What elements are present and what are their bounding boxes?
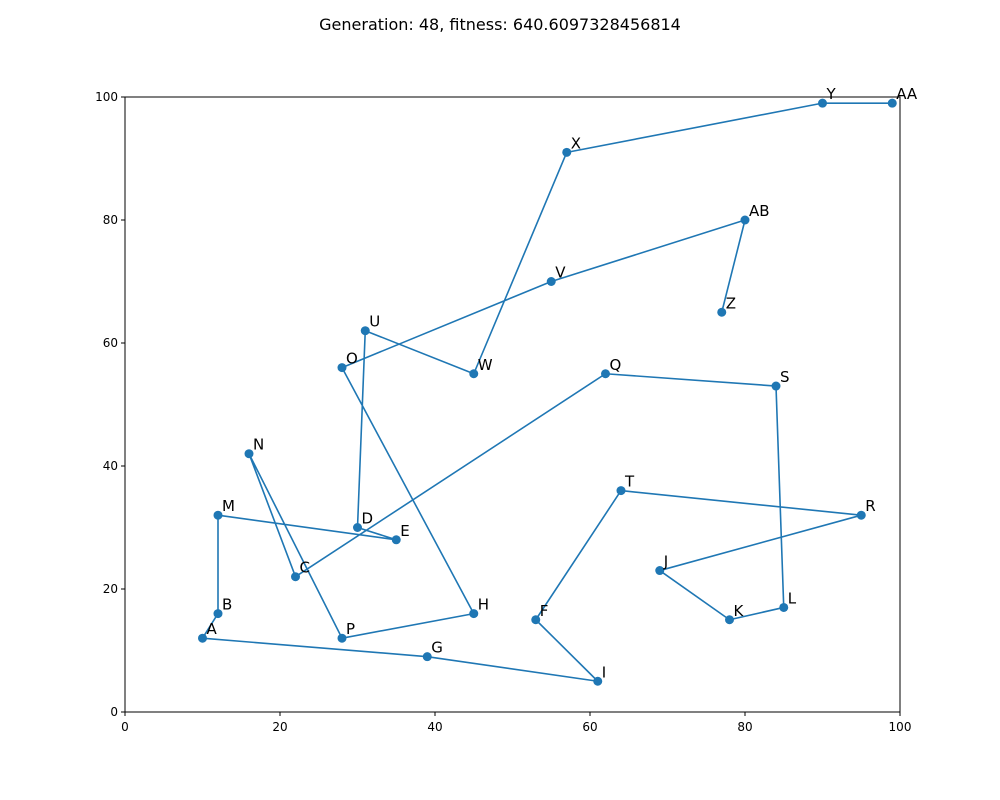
city-point-aa (887, 98, 897, 108)
city-point-r (856, 510, 866, 520)
city-point-n (244, 449, 254, 459)
city-point-x (562, 147, 572, 157)
city-label-u: U (369, 313, 380, 331)
city-label-n: N (253, 436, 264, 454)
city-point-p (337, 633, 347, 643)
city-label-k: K (734, 602, 745, 620)
city-point-w (469, 369, 479, 379)
chart-title: Generation: 48, fitness: 640.60973284568… (319, 15, 681, 34)
city-point-t (616, 486, 626, 496)
city-label-p: P (346, 620, 355, 638)
city-label-q: Q (610, 356, 622, 374)
city-label-r: R (865, 497, 875, 515)
city-label-o: O (346, 350, 358, 368)
x-tick-label: 0 (121, 720, 129, 734)
city-label-ab: AB (749, 202, 770, 220)
city-label-h: H (478, 596, 489, 614)
city-label-z: Z (726, 294, 736, 312)
x-tick-label: 60 (582, 720, 597, 734)
city-point-k (725, 615, 734, 625)
city-label-aa: AA (896, 85, 918, 103)
y-tick-label: 100 (95, 90, 118, 104)
city-point-l (779, 602, 789, 612)
city-point-v (546, 277, 556, 286)
city-label-s: S (780, 368, 790, 386)
city-label-j: J (663, 553, 668, 571)
city-point-u (360, 326, 370, 336)
y-tick-label: 20 (103, 582, 118, 596)
city-point-s (771, 381, 781, 391)
city-point-d (353, 523, 362, 532)
city-label-l: L (788, 589, 797, 607)
city-label-i: I (602, 663, 606, 681)
x-tick-label: 40 (427, 720, 442, 734)
city-point-g (422, 652, 432, 662)
city-point-ab (740, 215, 750, 225)
city-point-y (818, 98, 827, 108)
city-point-a (198, 633, 207, 643)
y-tick-label: 60 (103, 336, 118, 350)
city-label-g: G (431, 639, 443, 657)
city-labels: Y X W U D E M BA G I F T R J K L S Q C N P H O V AB Z AA (207, 85, 918, 681)
city-point-c (291, 572, 300, 582)
city-label-t: T (624, 473, 635, 491)
city-label-x: X (571, 134, 581, 152)
y-tick-label: 0 (110, 705, 118, 719)
city-point-b (213, 609, 223, 619)
axes-frame (124, 96, 901, 713)
city-point-o (337, 363, 347, 373)
y-tick-label: 80 (103, 213, 118, 227)
city-label-m: M (222, 497, 235, 515)
x-tick-label: 80 (737, 720, 752, 734)
city-label-f: F (540, 602, 549, 620)
city-label-y: Y (826, 85, 837, 103)
city-label-e: E (400, 522, 409, 540)
city-point-h (469, 609, 479, 619)
city-label-b: B (222, 596, 232, 614)
city-point-e (391, 535, 401, 545)
city-label-w: W (478, 356, 493, 374)
city-point-j (655, 566, 665, 576)
x-tick-label: 100 (889, 720, 912, 734)
city-label-a: A (207, 620, 218, 638)
city-label-d: D (362, 510, 374, 528)
plot-axes: 0 20 40 60 80 100 0 20 40 60 80 100 (95, 90, 911, 734)
y-tick-label: 40 (103, 459, 118, 473)
city-label-c: C (300, 559, 310, 577)
city-label-v: V (555, 264, 566, 282)
city-point-m (213, 510, 223, 520)
city-point-q (601, 369, 610, 379)
city-point-f (531, 615, 541, 625)
x-tick-label: 20 (272, 720, 287, 734)
city-point-z (717, 307, 727, 317)
city-points (198, 98, 897, 686)
city-point-i (593, 676, 603, 686)
